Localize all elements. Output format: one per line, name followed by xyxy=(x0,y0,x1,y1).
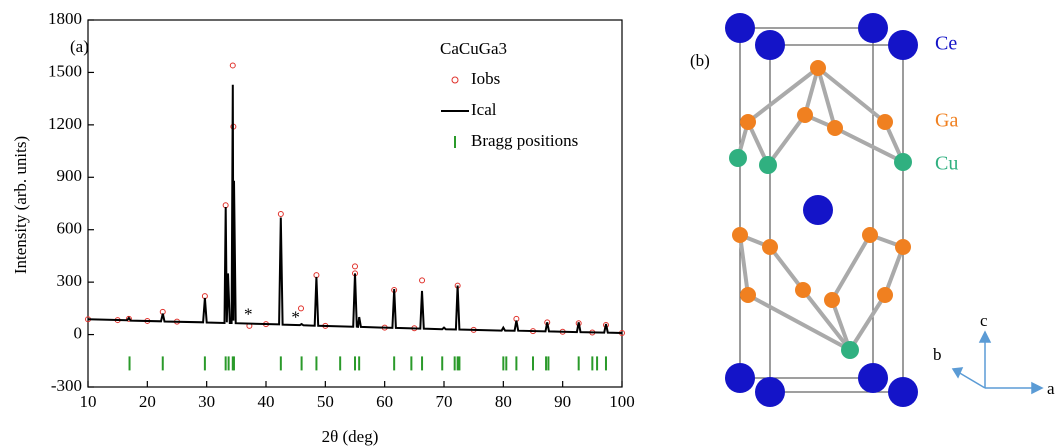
legend-label: Iobs xyxy=(471,69,500,88)
legend-marker xyxy=(451,76,459,84)
atom-label: Ce xyxy=(935,33,957,55)
x-tick-label: 20 xyxy=(139,392,156,411)
x-tick-label: 40 xyxy=(258,392,275,411)
ce-atoms xyxy=(725,13,918,407)
y-tick-label: 1800 xyxy=(48,9,82,28)
obs-point xyxy=(298,305,305,312)
y-tick-label: 1200 xyxy=(48,114,82,133)
y-axis-label: Intensity (arb. units) xyxy=(11,136,30,274)
x-tick-label: 100 xyxy=(609,392,635,411)
y-tick-label: 300 xyxy=(57,271,83,290)
legend-label: Bragg positions xyxy=(471,131,578,150)
x-tick-label: 70 xyxy=(436,392,453,411)
annotation: * xyxy=(244,304,253,323)
ga-atoms xyxy=(732,60,911,308)
panel-label: (b) xyxy=(690,51,710,70)
x-tick-label: 30 xyxy=(198,392,215,411)
x-tick-label: 50 xyxy=(317,392,334,411)
panel-label: (a) xyxy=(70,37,89,56)
legend-title: CaCuGa3 xyxy=(440,39,507,58)
y-tick-label: -300 xyxy=(51,376,82,395)
axis-label: b xyxy=(933,345,942,364)
x-tick-label: 10 xyxy=(80,392,97,411)
annotation: * xyxy=(291,308,300,327)
axis-label: a xyxy=(1047,379,1055,398)
legend-label: Ical xyxy=(471,100,497,119)
cu-atoms xyxy=(729,149,912,359)
calc-line xyxy=(87,84,623,334)
x-tick-label: 60 xyxy=(376,392,393,411)
y-tick-label: 0 xyxy=(74,323,83,342)
obs-point xyxy=(277,210,284,217)
crystal-structure: (b) Ce Ga Cu c b a xyxy=(690,13,1055,407)
plot-frame xyxy=(87,19,623,388)
y-tick-label: 1500 xyxy=(48,61,82,80)
obs-point xyxy=(419,277,426,284)
y-tick-label: 600 xyxy=(57,219,83,238)
y-tick-label: 900 xyxy=(57,166,83,185)
x-axis-label: 2θ (deg) xyxy=(322,427,379,446)
atom-label: Cu xyxy=(935,153,958,175)
x-tick-label: 90 xyxy=(554,392,571,411)
atom-label: Ga xyxy=(935,110,958,132)
x-tick-label: 80 xyxy=(495,392,512,411)
obs-point xyxy=(229,62,236,69)
obs-point xyxy=(352,263,358,270)
axis-label: c xyxy=(980,311,988,330)
axes-triad xyxy=(951,330,1044,395)
